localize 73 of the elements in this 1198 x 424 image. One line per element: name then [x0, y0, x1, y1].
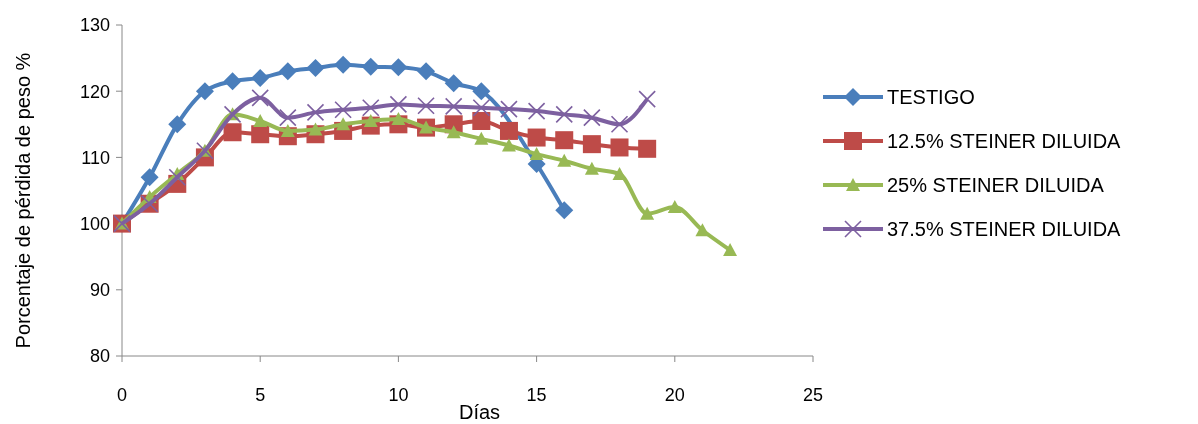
- point: [500, 100, 518, 118]
- point: [253, 113, 268, 127]
- point: [334, 55, 353, 74]
- point: [723, 243, 738, 257]
- point: [527, 128, 546, 147]
- point: [444, 97, 463, 116]
- x-tick-label: 5: [255, 385, 266, 405]
- point: [474, 131, 489, 145]
- point: [640, 206, 655, 220]
- point: [612, 166, 627, 180]
- y-axis-title: Porcentaje de pérdida de peso %: [12, 52, 34, 349]
- y-tick-label: 90: [89, 280, 110, 301]
- y-tick-label: 130: [79, 15, 110, 36]
- point: [610, 115, 629, 134]
- legend-label: 25% STEINER DILUIDA: [887, 174, 1105, 196]
- point: [501, 138, 516, 152]
- point: [140, 168, 159, 187]
- point: [278, 62, 297, 81]
- x-tick-label: 25: [802, 385, 824, 405]
- point: [557, 153, 572, 167]
- point: [695, 223, 710, 237]
- y-tick-label: 80: [89, 346, 110, 367]
- x-tick-label: 0: [116, 385, 128, 405]
- point: [306, 103, 325, 122]
- point: [610, 138, 629, 157]
- point: [306, 59, 325, 78]
- point: [638, 139, 657, 158]
- point: [555, 105, 574, 124]
- point: [583, 108, 601, 127]
- point: [251, 89, 269, 107]
- legend-label: 37.5% STEINER DILUIDA: [887, 218, 1122, 240]
- point: [582, 135, 601, 154]
- point: [446, 125, 461, 139]
- point: [555, 201, 574, 220]
- point: [391, 112, 406, 125]
- y-tick-label: 100: [79, 213, 110, 234]
- point: [667, 200, 682, 214]
- legend-label: 12.5% STEINER DILUIDA: [887, 130, 1122, 152]
- point: [308, 122, 323, 136]
- point: [223, 72, 242, 91]
- x-tick-label: 20: [664, 385, 685, 405]
- point: [389, 58, 408, 77]
- point: [168, 115, 187, 134]
- point: [472, 82, 491, 101]
- x-tick-label: 10: [388, 385, 409, 405]
- legend-label: TESTIGO: [887, 86, 975, 108]
- point: [251, 68, 270, 87]
- x-tick-label: 15: [526, 385, 547, 405]
- y-tick-label: 110: [81, 147, 110, 168]
- point: [280, 123, 295, 137]
- point: [195, 82, 214, 101]
- point: [529, 147, 544, 161]
- point: [417, 62, 436, 81]
- point: [389, 95, 408, 114]
- point: [444, 74, 463, 93]
- point: [584, 161, 599, 175]
- point: [472, 111, 491, 130]
- point: [279, 108, 297, 127]
- point: [638, 90, 656, 108]
- point: [472, 98, 491, 117]
- point: [251, 125, 270, 144]
- point: [527, 102, 546, 120]
- point: [499, 121, 518, 140]
- point: [417, 96, 435, 115]
- point: [361, 57, 380, 76]
- x-axis-title: Días: [458, 401, 501, 423]
- point: [555, 131, 574, 150]
- point: [334, 100, 352, 119]
- y-tick-label: 120: [79, 81, 110, 102]
- point: [361, 98, 380, 117]
- point: [363, 113, 378, 127]
- point: [336, 117, 351, 131]
- point: [223, 123, 242, 142]
